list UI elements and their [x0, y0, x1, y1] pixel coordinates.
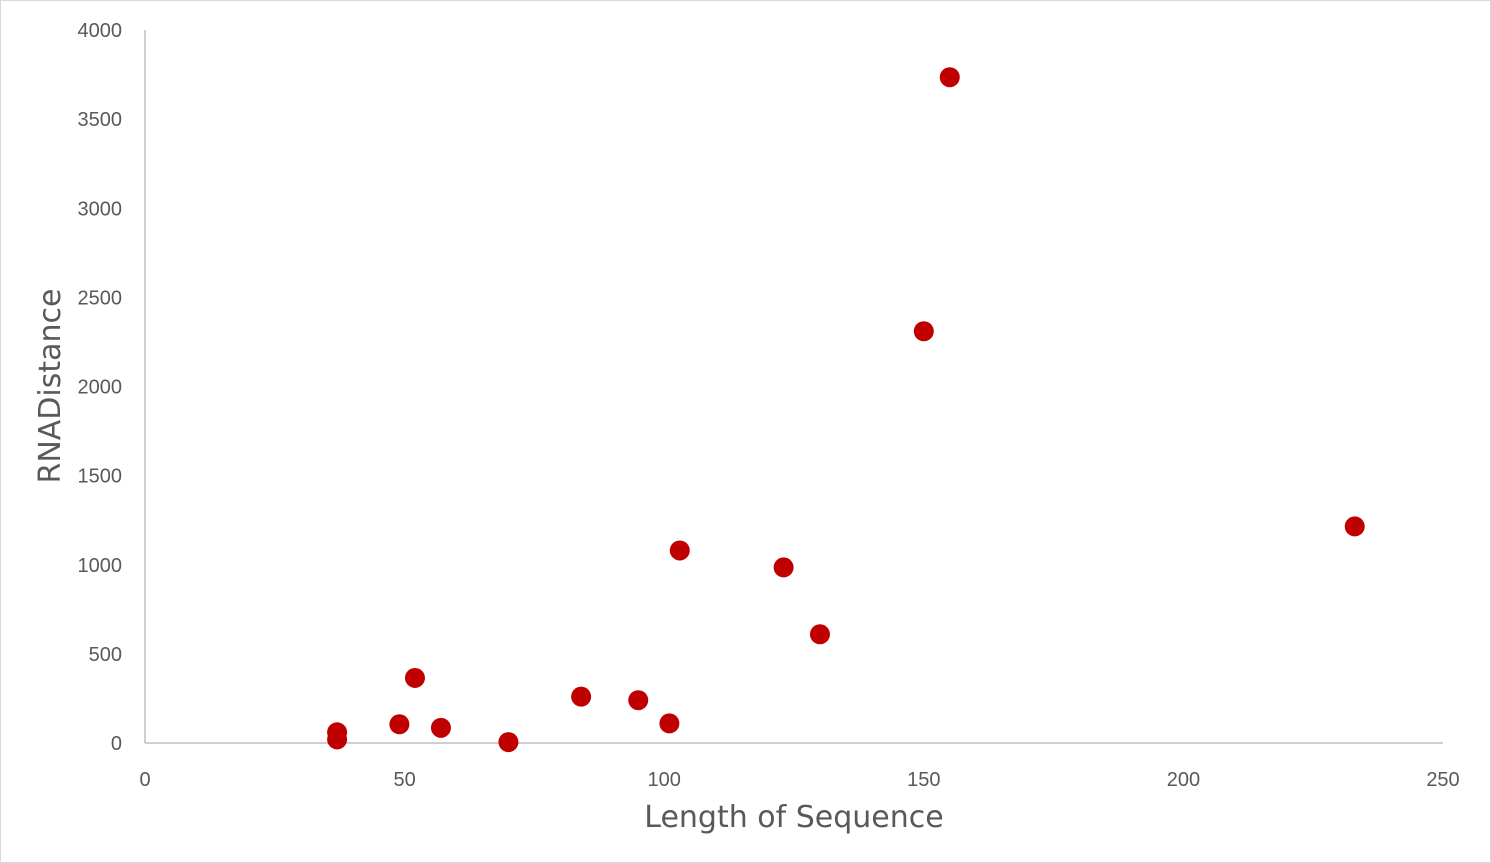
x-tick-label: 0 — [139, 769, 150, 791]
y-tick-label: 500 — [89, 644, 122, 666]
data-point — [773, 557, 794, 578]
data-point — [669, 540, 690, 561]
data-point — [327, 729, 348, 750]
x-tick-label: 150 — [907, 769, 940, 791]
data-point — [404, 667, 425, 688]
y-tick-label: 1500 — [78, 466, 123, 488]
data-point — [659, 713, 680, 734]
data-point — [628, 690, 649, 711]
data-point — [939, 67, 960, 88]
y-tick-label: 2500 — [78, 287, 123, 309]
x-tick-label: 200 — [1167, 769, 1200, 791]
y-tick-label: 3000 — [78, 198, 123, 220]
data-point — [913, 321, 934, 342]
x-axis-title: Length of Sequence — [644, 800, 943, 835]
data-point — [498, 732, 519, 753]
x-tick-label: 100 — [648, 769, 681, 791]
x-tick-label: 50 — [393, 769, 415, 791]
data-point — [430, 717, 451, 738]
x-tick-label: 250 — [1426, 769, 1459, 791]
data-point — [1344, 516, 1365, 537]
data-point — [389, 714, 410, 735]
y-tick-labels: 0 500 1000 1500 2000 2500 3000 3500 4000 — [78, 20, 123, 755]
y-tick-label: 1000 — [78, 555, 123, 577]
x-tick-labels: 0 50 100 150 200 250 — [139, 769, 1459, 791]
y-tick-label: 4000 — [78, 20, 123, 42]
y-tick-label: 0 — [111, 733, 122, 755]
data-point — [571, 686, 592, 707]
data-point — [809, 624, 830, 645]
y-tick-label: 2000 — [78, 377, 123, 399]
y-tick-label: 3500 — [78, 109, 123, 131]
y-axis-title: RNADistance — [33, 289, 68, 484]
data-points — [327, 67, 1365, 753]
